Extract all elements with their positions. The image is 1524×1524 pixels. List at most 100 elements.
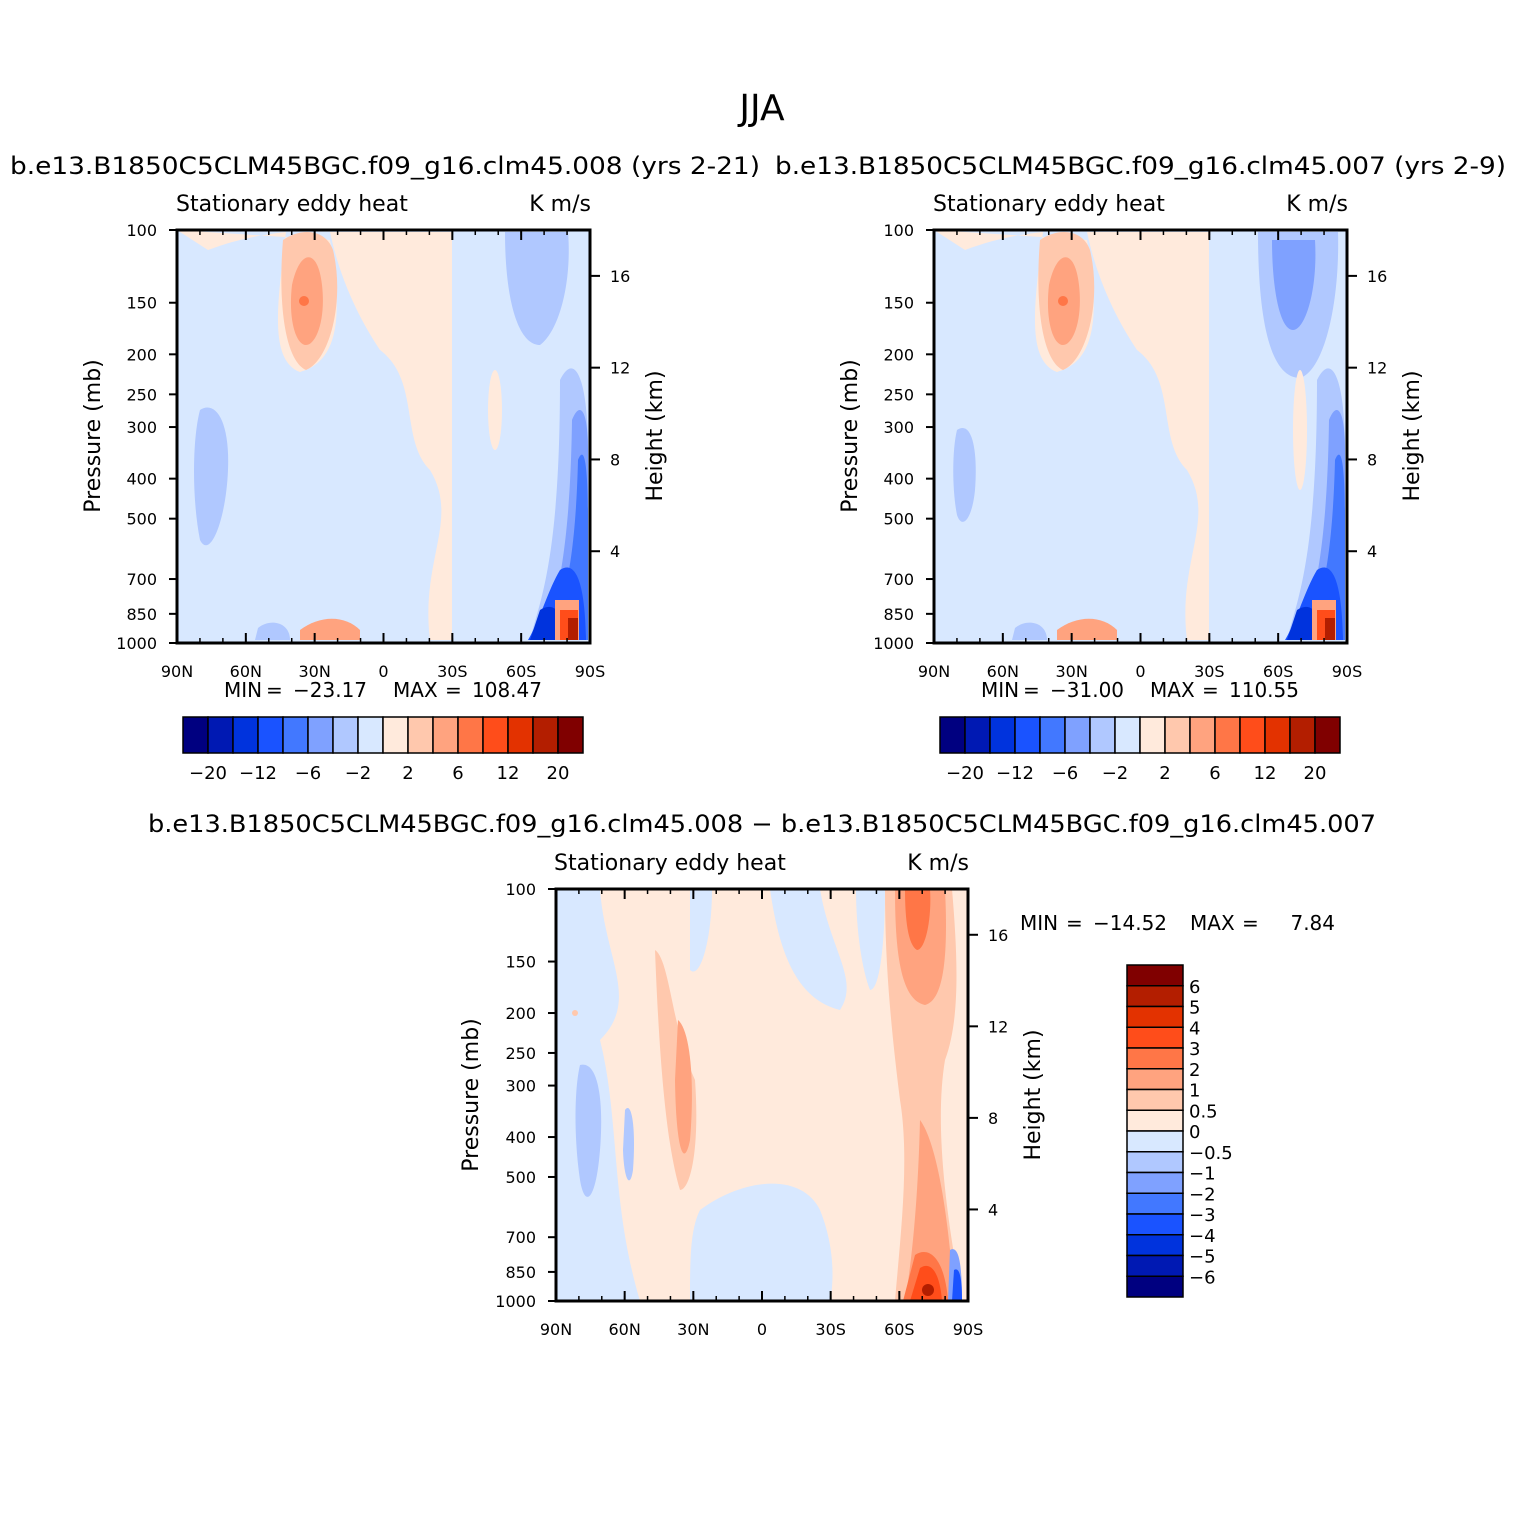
colorbar-cell [1126, 964, 1184, 987]
colorbar-cell [1126, 1088, 1184, 1111]
colorbar-label: 6 [1209, 763, 1220, 784]
panel-1-max-eq: = [445, 678, 462, 702]
panel-1-title: b.e13.B1850C5CLM45BGC.f09_g16.clm45.008 … [10, 152, 760, 180]
colorbar-cell [1189, 716, 1216, 754]
y-tick-label: 400 [126, 470, 157, 489]
colorbar-cell [182, 716, 209, 754]
y-tick-label: 300 [505, 1077, 536, 1096]
colorbar-label: 6 [1189, 977, 1200, 998]
colorbar-label: −5 [1189, 1247, 1216, 1268]
x-tick-label: 30S [815, 1320, 846, 1339]
colorbar-cell [1239, 716, 1266, 754]
panel-1-max-label: MAX [393, 678, 438, 702]
panel-1-min-value: −23.17 [293, 678, 367, 702]
colorbar-label: 12 [497, 763, 520, 784]
x-tick-label: 30N [1056, 662, 1088, 681]
y-tick-label: 200 [505, 1004, 536, 1023]
panel-3-max-label: MAX [1190, 911, 1235, 935]
colorbar-cell [457, 716, 484, 754]
panel-3-max-eq: = [1242, 911, 1259, 935]
x-tick-label: 0 [757, 1320, 767, 1339]
colorbar-cell [964, 716, 991, 754]
colorbar-cell [1214, 716, 1241, 754]
colorbar-label: −2 [345, 763, 372, 784]
y-right-tick-label: 4 [988, 1200, 998, 1219]
panel-2-title: b.e13.B1850C5CLM45BGC.f09_g16.clm45.007 … [775, 152, 1506, 180]
x-tick-label: 90S [953, 1320, 984, 1339]
colorbar-cell [1064, 716, 1091, 754]
y-right-tick-label: 8 [610, 450, 620, 469]
colorbar-cell [207, 716, 234, 754]
y-tick-label: 700 [883, 570, 914, 589]
panel-3-subtitle-left: Stationary eddy heat [554, 851, 786, 876]
colorbar-cell [1126, 1171, 1184, 1194]
panel-1-min-eq: = [266, 678, 283, 702]
y-right-tick-label: 4 [610, 542, 620, 561]
x-tick-label: 30S [437, 662, 468, 681]
colorbar-cell [532, 716, 559, 754]
panel-1-subtitle-left: Stationary eddy heat [176, 192, 408, 217]
y-tick-label: 400 [883, 470, 914, 489]
colorbar-cell [1039, 716, 1066, 754]
colorbar-cell [1126, 1234, 1184, 1257]
colorbar-cell [1126, 1151, 1184, 1174]
y-tick-label: 1000 [873, 634, 914, 653]
x-tick-label: 60N [609, 1320, 641, 1339]
colorbar-cell [1126, 1213, 1184, 1236]
colorbar-label: 1 [1189, 1081, 1200, 1102]
panel-1-plot-field [177, 230, 590, 643]
colorbar-label: −12 [239, 763, 277, 784]
colorbar-cell [557, 716, 584, 754]
panel-3: b.e13.B1850C5CLM45BGC.f09_g16.clm45.008 … [148, 810, 1376, 1339]
colorbar-cell [1314, 716, 1341, 754]
panel-2-max-value: 110.55 [1229, 678, 1299, 702]
y-tick-label: 500 [126, 510, 157, 529]
panel-3-subtitle-right: K m/s [907, 851, 969, 876]
y-tick-label: 500 [883, 510, 914, 529]
panel-1-ylabel-right: Height (km) [643, 370, 668, 501]
y-tick-label: 400 [505, 1128, 536, 1147]
colorbar-cell [332, 716, 359, 754]
y-tick-label: 300 [126, 418, 157, 437]
colorbar-cell [482, 716, 509, 754]
colorbar-cell [282, 716, 309, 754]
colorbar-cell [307, 716, 334, 754]
x-tick-label: 60S [1263, 662, 1294, 681]
y-right-tick-label: 8 [1367, 450, 1377, 469]
colorbar-cell [1126, 1005, 1184, 1028]
y-right-tick-label: 12 [610, 359, 630, 378]
colorbar-label: 12 [1254, 763, 1277, 784]
y-tick-label: 850 [883, 605, 914, 624]
panel-3-title: b.e13.B1850C5CLM45BGC.f09_g16.clm45.008 … [148, 810, 1376, 838]
y-tick-label: 150 [505, 953, 536, 972]
colorbar-cell [1114, 716, 1141, 754]
colorbar-cell [1126, 1254, 1184, 1277]
x-tick-label: 60S [506, 662, 537, 681]
colorbar-label: −12 [996, 763, 1034, 784]
y-tick-label: 500 [505, 1168, 536, 1187]
colorbar-cell [1126, 1026, 1184, 1049]
y-tick-label: 200 [126, 345, 157, 364]
panel-1-minmax: MIN = −23.17 MAX = 108.47 [224, 678, 542, 702]
colorbar-cell [1126, 1192, 1184, 1215]
x-tick-label: 0 [378, 662, 388, 681]
panel-1: b.e13.B1850C5CLM45BGC.f09_g16.clm45.008 … [10, 152, 760, 784]
panel-2-min-label: MIN [981, 678, 1019, 702]
colorbar-cell [232, 716, 259, 754]
colorbar-cell [939, 716, 966, 754]
y-tick-label: 100 [126, 221, 157, 240]
panel-2-max-label: MAX [1150, 678, 1195, 702]
x-tick-label: 30N [677, 1320, 709, 1339]
panel-2-ylabel-right: Height (km) [1400, 370, 1425, 501]
y-right-tick-label: 16 [988, 926, 1008, 945]
colorbar-cell [507, 716, 534, 754]
colorbar-cell [1289, 716, 1316, 754]
colorbar-cell [432, 716, 459, 754]
panel-3-plot-field [556, 889, 968, 1301]
y-right-tick-label: 12 [988, 1017, 1008, 1036]
colorbar-cell [1126, 1068, 1184, 1091]
panel-2-ylabel: Pressure (mb) [838, 359, 863, 513]
colorbar-label: 20 [547, 763, 570, 784]
